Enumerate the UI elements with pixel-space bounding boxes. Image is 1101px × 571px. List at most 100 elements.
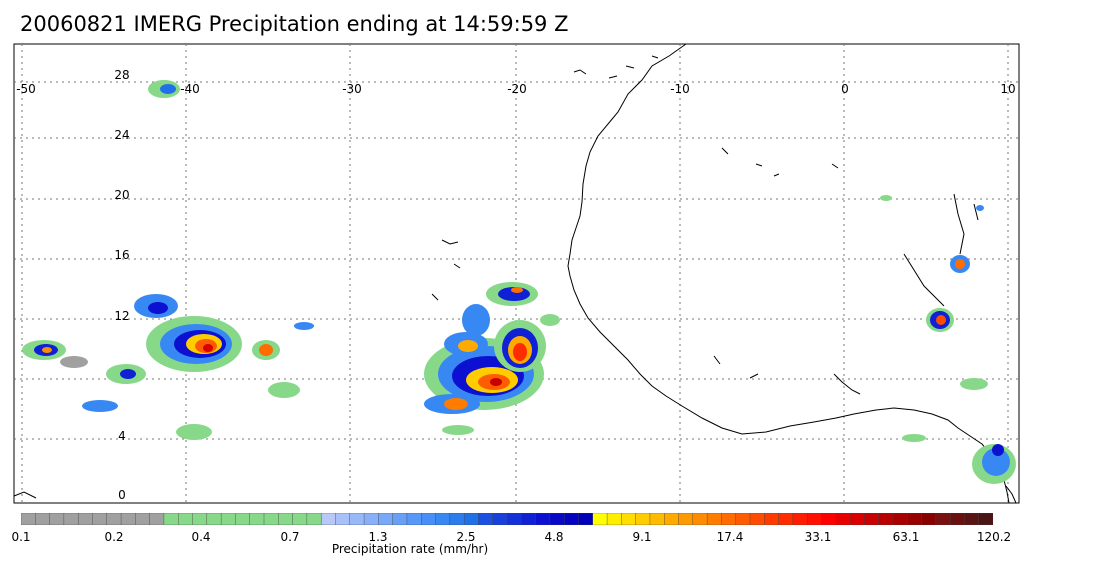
colorbar-cell	[77, 513, 93, 525]
colorbar-cell	[964, 513, 980, 525]
colorbar-cell	[692, 513, 708, 525]
colorbar-label: 9.1	[632, 530, 652, 544]
colorbar-cell	[549, 513, 565, 525]
colorbar-cell	[235, 513, 251, 525]
lat-label: 20	[114, 188, 129, 202]
colorbar-cell	[378, 513, 394, 525]
colorbar-cell	[835, 513, 851, 525]
colorbar-cell	[978, 513, 993, 525]
lon-label: 0	[841, 82, 849, 96]
lat-label: 4	[118, 429, 126, 443]
colorbar-cell	[21, 513, 36, 525]
colorbar-cell	[392, 513, 408, 525]
colorbar-cell	[892, 513, 908, 525]
colorbar-cell	[907, 513, 923, 525]
colorbar-cell	[578, 513, 594, 525]
colorbar-cell	[764, 513, 780, 525]
lon-label: -20	[507, 82, 527, 96]
colorbar-cell	[335, 513, 351, 525]
colorbar-cell	[563, 513, 579, 525]
colorbar-label: 4.8	[544, 530, 564, 544]
colorbar-cell	[878, 513, 894, 525]
lat-label: 0	[118, 488, 126, 502]
precipitation-field	[22, 80, 1016, 484]
colorbar-cell	[678, 513, 694, 525]
colorbar-cell	[292, 513, 308, 525]
colorbar-label: 17.4	[716, 530, 744, 544]
lat-label: 12	[114, 309, 129, 323]
coastline	[13, 43, 1017, 504]
colorbar-label: 0.7	[280, 530, 300, 544]
colorbar-cell	[749, 513, 765, 525]
colorbar-cell	[249, 513, 265, 525]
colorbar-cell	[849, 513, 865, 525]
colorbar-label: 0.1	[11, 530, 31, 544]
colorbar-cell	[421, 513, 437, 525]
colorbar-cell	[649, 513, 665, 525]
colorbar-cell	[821, 513, 837, 525]
colorbar-cell	[263, 513, 279, 525]
colorbar-cell	[521, 513, 537, 525]
latitude-labels: 28 24 20 16 12 4 0	[114, 68, 129, 502]
colorbar-cell	[178, 513, 194, 525]
colorbar-cell	[735, 513, 751, 525]
colorbar-cell	[492, 513, 508, 525]
colorbar-cell	[149, 513, 165, 525]
map-canvas: -50 -40 -30 -20 -10 0 10 28 24 20 16 12 …	[13, 43, 1020, 504]
lat-label: 24	[114, 128, 129, 142]
colorbar-cell	[721, 513, 737, 525]
longitude-labels: -50 -40 -30 -20 -10 0 10	[16, 82, 1015, 96]
colorbar-label: 63.1	[892, 530, 920, 544]
lon-label: -50	[16, 82, 36, 96]
lon-label: -10	[670, 82, 690, 96]
colorbar-label: 120.2	[976, 530, 1012, 544]
gridlines	[14, 44, 1019, 503]
colorbar-cell	[592, 513, 608, 525]
colorbar-cell	[935, 513, 951, 525]
colorbar-cell	[220, 513, 236, 525]
colorbar-label: 0.2	[104, 530, 124, 544]
colorbar-cell	[449, 513, 465, 525]
colorbar-cell	[406, 513, 422, 525]
colorbar-cell	[320, 513, 336, 525]
map-title: 20060821 IMERG Precipitation ending at 1…	[20, 12, 569, 36]
colorbar-cell	[163, 513, 179, 525]
colorbar-cell	[506, 513, 522, 525]
colorbar-cell	[49, 513, 65, 525]
colorbar-label: 1.3	[368, 530, 388, 544]
colorbar-cell	[363, 513, 379, 525]
colorbar-cell	[35, 513, 51, 525]
colorbar-cell	[864, 513, 880, 525]
colorbar-cell	[535, 513, 551, 525]
colorbar-cell	[635, 513, 651, 525]
colorbar-cell	[463, 513, 479, 525]
colorbar-cell	[435, 513, 451, 525]
colorbar-cell	[778, 513, 794, 525]
colorbar-cell	[806, 513, 822, 525]
colorbar-cell	[120, 513, 136, 525]
lon-label: -40	[180, 82, 200, 96]
colorbar-cell	[106, 513, 122, 525]
colorbar-cell	[706, 513, 722, 525]
colorbar-cell	[192, 513, 208, 525]
colorbar-cell	[278, 513, 294, 525]
lon-label: -30	[342, 82, 362, 96]
colorbar	[21, 513, 993, 525]
colorbar-cell	[606, 513, 622, 525]
colorbar-title: Precipitation rate (mm/hr)	[331, 542, 489, 556]
colorbar-cell	[349, 513, 365, 525]
colorbar-cell	[63, 513, 79, 525]
colorbar-cell	[92, 513, 108, 525]
colorbar-cell	[664, 513, 680, 525]
colorbar-label: 2.5	[456, 530, 476, 544]
colorbar-label: 33.1	[804, 530, 832, 544]
precipitation-map: -50 -40 -30 -20 -10 0 10 28 24 20 16 12 …	[13, 43, 1020, 504]
colorbar-label: 0.4	[191, 530, 211, 544]
colorbar-cell	[306, 513, 322, 525]
lon-label: 10	[1000, 82, 1015, 96]
colorbar-cell	[621, 513, 637, 525]
lat-label: 28	[114, 68, 129, 82]
colorbar-cell	[792, 513, 808, 525]
colorbar-cell	[478, 513, 494, 525]
colorbar-cell	[135, 513, 151, 525]
